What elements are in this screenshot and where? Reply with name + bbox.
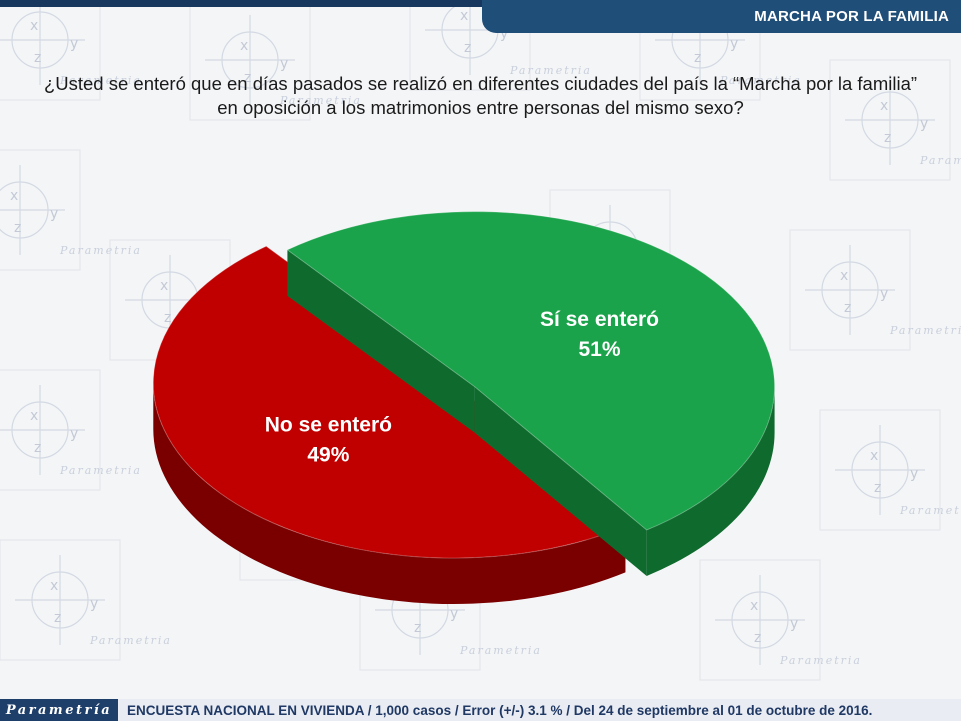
slice-label: No se enteró bbox=[265, 414, 392, 437]
watermark-letter: y bbox=[280, 56, 288, 72]
pie-slice-wall bbox=[287, 249, 475, 433]
watermark-letter: x bbox=[840, 268, 848, 284]
watermark-letter: y bbox=[70, 426, 78, 442]
watermark-letter: y bbox=[920, 116, 928, 132]
watermark-brand: Parametria bbox=[59, 244, 142, 257]
watermark-tile: x y z Parametria bbox=[0, 369, 142, 491]
watermark-letter: x bbox=[750, 598, 758, 614]
watermark-letter: z bbox=[884, 130, 891, 146]
pie-slice-top bbox=[286, 211, 776, 531]
watermark-tile: x y z Parametria bbox=[789, 229, 961, 351]
watermark-brand: Parametria bbox=[889, 324, 961, 337]
watermark-letter: z bbox=[754, 630, 761, 646]
watermark-brand: Parametria bbox=[59, 74, 142, 87]
watermark-letter: x bbox=[460, 8, 468, 24]
watermark-letter: z bbox=[34, 440, 41, 456]
watermark-letter: y bbox=[70, 36, 78, 52]
watermark-letter: z bbox=[694, 50, 701, 66]
watermark-letter: x bbox=[870, 448, 878, 464]
watermark-letter: y bbox=[90, 596, 98, 612]
section-header-tab: MARCHA POR LA FAMILIA bbox=[482, 0, 961, 33]
watermark-brand: Parametria bbox=[719, 74, 802, 87]
watermark-brand: Parametria bbox=[59, 464, 142, 477]
pie-slice-top bbox=[152, 245, 627, 559]
watermark-letter: x bbox=[880, 98, 888, 114]
watermark-brand: Parametria bbox=[279, 94, 362, 107]
section-title: MARCHA POR LA FAMILIA bbox=[754, 8, 949, 25]
slice-value-label: 49% bbox=[307, 444, 349, 467]
pie-slice-side bbox=[646, 386, 775, 576]
watermark-letter: z bbox=[844, 300, 851, 316]
footer-note: ENCUESTA NACIONAL EN VIVIENDA / 1,000 ca… bbox=[127, 703, 873, 718]
footer-logo: Parametría bbox=[0, 699, 118, 721]
watermark-letter: y bbox=[730, 36, 738, 52]
watermark-brand: Parametria bbox=[919, 154, 961, 167]
watermark-letter: y bbox=[790, 616, 798, 632]
pie-slice-wall bbox=[474, 386, 647, 576]
watermark-letter: y bbox=[880, 286, 888, 302]
watermark-brand: Parametria bbox=[509, 64, 592, 77]
pie-slice-si-se-entero: Sí se enteró 51% bbox=[286, 211, 776, 576]
watermark-tile: x y z Parametria bbox=[0, 0, 142, 101]
watermark-letter: z bbox=[14, 220, 21, 236]
top-bar bbox=[0, 0, 961, 7]
watermark-letter: z bbox=[34, 50, 41, 66]
watermark-tile: x y z Parametria bbox=[829, 59, 961, 181]
watermark-tile: x y z Parametria bbox=[819, 409, 961, 531]
watermark-letter: x bbox=[10, 188, 18, 204]
watermark-letter: x bbox=[160, 278, 168, 294]
watermark-letter: z bbox=[874, 480, 881, 496]
watermark-tile: x y z Parametria bbox=[0, 149, 142, 271]
watermark-letter: y bbox=[500, 26, 508, 42]
watermark-letter: x bbox=[240, 38, 248, 54]
watermark-letter: z bbox=[414, 620, 421, 636]
watermark-tile: x y z Parametria bbox=[189, 0, 362, 121]
watermark-letter: y bbox=[910, 466, 918, 482]
watermark-brand: Parametria bbox=[899, 504, 961, 517]
watermark-tile: x y z Parametria bbox=[409, 0, 592, 91]
slice-label: Sí se enteró bbox=[540, 308, 659, 331]
watermark-brand: Parametria bbox=[459, 644, 542, 657]
watermark-letter: x bbox=[30, 18, 38, 34]
watermark-brand: Parametria bbox=[779, 654, 862, 667]
watermark-brand: Parametria bbox=[89, 634, 172, 647]
watermark-tile: x y z Parametria bbox=[0, 539, 172, 661]
watermark-letter: x bbox=[50, 578, 58, 594]
footer-bar bbox=[0, 699, 961, 721]
watermark-letter: x bbox=[30, 408, 38, 424]
survey-question: ¿Usted se enteró que en días pasados se … bbox=[43, 73, 918, 118]
watermark-letter: z bbox=[164, 310, 171, 326]
watermark-letter: z bbox=[244, 70, 251, 86]
watermark-letter: y bbox=[450, 606, 458, 622]
watermark-letter: y bbox=[50, 206, 58, 222]
watermark-letter: z bbox=[464, 40, 471, 56]
watermark-tile: x y z Parametria bbox=[699, 559, 862, 681]
slice-value-label: 51% bbox=[578, 338, 620, 361]
watermark-letter: z bbox=[54, 610, 61, 626]
pie-slice-side bbox=[153, 383, 626, 605]
